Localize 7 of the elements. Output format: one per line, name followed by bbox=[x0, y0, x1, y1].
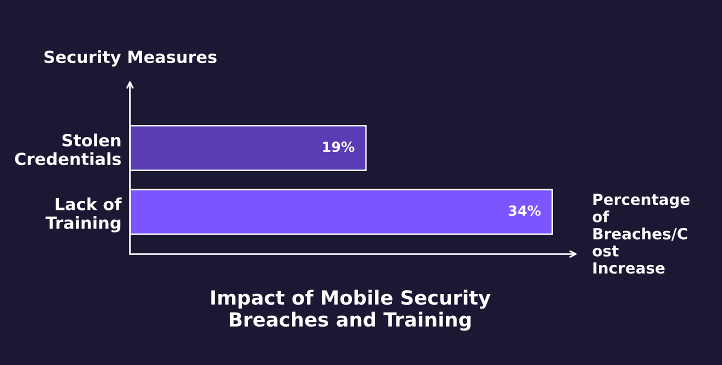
y-tick-label: Lack of Training bbox=[46, 197, 122, 232]
data-label: 19% bbox=[323, 142, 354, 152]
y-axis-title: Security Measures bbox=[44, 50, 217, 67]
data-label: 34% bbox=[508, 205, 541, 216]
y-tick-label: Stolen Credentials bbox=[15, 134, 121, 166]
text: Impact of Mobile Security Breaches and Training bbox=[211, 290, 491, 331]
x-axis-title: Percentage of Breaches/Cost Increase bbox=[592, 194, 690, 274]
